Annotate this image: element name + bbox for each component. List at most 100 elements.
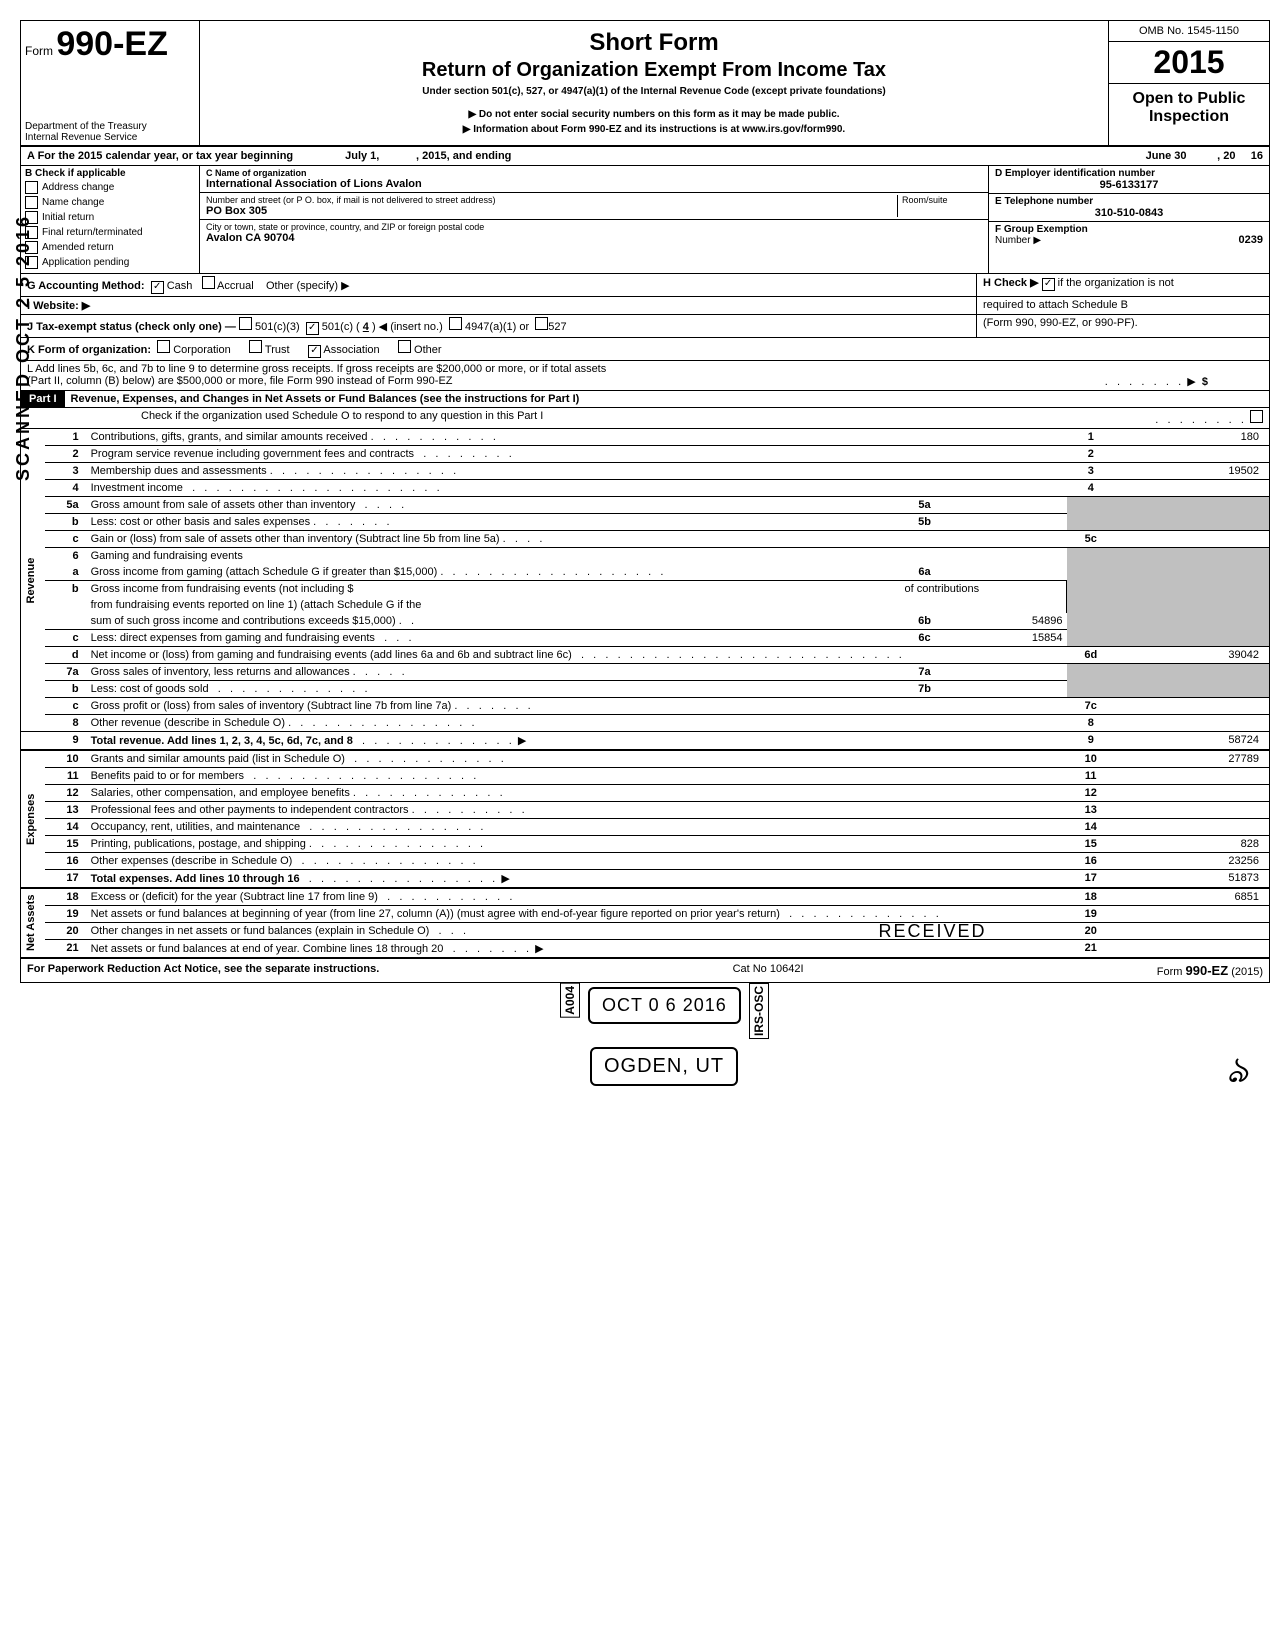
l11-box: 11 <box>1067 768 1116 785</box>
info-link: ▶ Information about Form 990-EZ and its … <box>206 124 1102 135</box>
footer-left: For Paperwork Reduction Act Notice, see … <box>27 963 379 978</box>
l10-num: 10 <box>45 750 87 768</box>
l8-box: 8 <box>1067 715 1116 732</box>
form-right-box: OMB No. 1545-1150 2015 Open to Public In… <box>1109 21 1269 145</box>
l20-desc: Other changes in net assets or fund bala… <box>91 925 430 937</box>
chk-trust[interactable] <box>249 340 262 353</box>
l5b-box: 5b <box>901 514 949 531</box>
line-6: 6 Gaming and fundraising events <box>21 548 1269 565</box>
l5c-val <box>1115 531 1269 548</box>
chk-527[interactable] <box>535 317 548 330</box>
line-3: 3 Membership dues and assessments . . . … <box>21 463 1269 480</box>
line-9: 9 Total revenue. Add lines 1, 2, 3, 4, 5… <box>21 732 1269 751</box>
l1-num: 1 <box>45 429 87 446</box>
lbl-name-change: Name change <box>42 197 104 208</box>
l7a-box: 7a <box>901 664 949 681</box>
row-j: J Tax-exempt status (check only one) — 5… <box>21 315 1269 338</box>
col-b-header: B Check if applicable <box>25 168 195 179</box>
l15-val: 828 <box>1115 836 1269 853</box>
l5c-num: c <box>45 531 87 548</box>
chk-4947a1[interactable] <box>449 317 462 330</box>
label-city: City or town, state or province, country… <box>206 222 982 232</box>
chk-501c[interactable]: ✓ <box>306 322 319 335</box>
l21-val <box>1115 940 1269 959</box>
lbl-address-change: Address change <box>42 182 114 193</box>
chk-accrual[interactable] <box>202 276 215 289</box>
stamp-area: A004 OCT 0 6 2016 IRS-OSC OGDEN, UT <box>560 983 769 1086</box>
form-page: SCANNED OCT 2 5 2016 Form 990-EZ Departm… <box>20 20 1270 983</box>
chk-cash[interactable]: ✓ <box>151 281 164 294</box>
l7b-box: 7b <box>901 681 949 698</box>
label-room: Room/suite <box>902 195 982 205</box>
ogden-stamp: OGDEN, UT <box>604 1055 724 1078</box>
l19-desc: Net assets or fund balances at beginning… <box>91 908 780 920</box>
l2-box: 2 <box>1067 446 1116 463</box>
chk-schedule-b[interactable]: ✓ <box>1042 278 1055 291</box>
label-ein: D Employer identification number <box>995 168 1263 179</box>
l20-num: 20 <box>45 923 87 940</box>
date-stamp: OCT 0 6 2016 <box>602 995 727 1016</box>
l4-val <box>1115 480 1269 497</box>
lbl-association: Association <box>323 344 379 356</box>
lbl-initial-return: Initial return <box>42 212 94 223</box>
dept-irs: Internal Revenue Service <box>25 132 147 143</box>
l11-desc: Benefits paid to or for members <box>91 770 244 782</box>
part1-check-text: Check if the organization used Schedule … <box>141 410 543 426</box>
label-phone: E Telephone number <box>995 196 1263 207</box>
l9-arrow: ▶ <box>518 735 526 747</box>
row-a-end-year: 16 <box>1251 150 1263 162</box>
chk-corporation[interactable] <box>157 340 170 353</box>
l6c-num: c <box>45 630 87 647</box>
row-h-text2: if the organization is not <box>1058 277 1174 289</box>
l6d-box: 6d <box>1067 647 1116 664</box>
title-return: Return of Organization Exempt From Incom… <box>206 59 1102 82</box>
line-13: 13 Professional fees and other payments … <box>21 802 1269 819</box>
chk-address-change[interactable] <box>25 181 38 194</box>
l2-num: 2 <box>45 446 87 463</box>
subtitle: Under section 501(c), 527, or 4947(a)(1)… <box>206 86 1102 97</box>
row-k: K Form of organization: Corporation Trus… <box>21 338 1269 361</box>
chk-501c3[interactable] <box>239 317 252 330</box>
org-name: International Association of Lions Avalo… <box>206 178 982 190</box>
col-c-org-info: C Name of organization International Ass… <box>200 166 989 273</box>
l18-num: 18 <box>45 888 87 906</box>
label-form-org: K Form of organization: <box>27 344 151 356</box>
l20-box: 20 <box>1067 923 1116 940</box>
l11-num: 11 <box>45 768 87 785</box>
lbl-501c3: 501(c)(3) <box>255 321 300 333</box>
lbl-527: 527 <box>548 321 566 333</box>
l2-desc: Program service revenue including govern… <box>91 448 414 460</box>
form-header: Form 990-EZ Department of the Treasury I… <box>21 21 1269 147</box>
chk-other-org[interactable] <box>398 340 411 353</box>
l1-box: 1 <box>1067 429 1116 446</box>
lbl-corporation: Corporation <box>173 344 230 356</box>
label-group-number: Number ▶ <box>995 235 1088 246</box>
line-16: 16 Other expenses (describe in Schedule … <box>21 853 1269 870</box>
line-2: 2 Program service revenue including gove… <box>21 446 1269 463</box>
l6c-desc: Less: direct expenses from gaming and fu… <box>91 632 375 644</box>
lbl-final-return: Final return/terminated <box>42 227 143 238</box>
l14-num: 14 <box>45 819 87 836</box>
l1-desc: Contributions, gifts, grants, and simila… <box>91 431 368 443</box>
chk-association[interactable]: ✓ <box>308 345 321 358</box>
row-h-text1: H Check ▶ <box>983 277 1039 289</box>
l16-val: 23256 <box>1115 853 1269 870</box>
line-5a: 5a Gross amount from sale of assets othe… <box>21 497 1269 514</box>
l6-num: 6 <box>45 548 87 565</box>
year-prefix: 20 <box>1153 44 1189 80</box>
line-10: Expenses 10 Grants and similar amounts p… <box>21 750 1269 768</box>
row-l-dollar: $ <box>1202 376 1208 388</box>
l5c-desc: Gain or (loss) from sale of assets other… <box>91 533 500 545</box>
footer-form: Form 990-EZ (2015) <box>1157 963 1263 978</box>
l19-num: 19 <box>45 906 87 923</box>
chk-name-change[interactable] <box>25 196 38 209</box>
lbl-amended-return: Amended return <box>42 242 114 253</box>
line-5c: c Gain or (loss) from sale of assets oth… <box>21 531 1269 548</box>
501c-insert-no: 4 <box>363 321 369 333</box>
open-public-1: Open to Public <box>1115 90 1263 108</box>
l8-val <box>1115 715 1269 732</box>
l6b-num: b <box>45 581 87 598</box>
chk-schedule-o[interactable] <box>1250 410 1263 423</box>
l20-val <box>1115 923 1269 940</box>
line-20: 20 Other changes in net assets or fund b… <box>21 923 1269 940</box>
